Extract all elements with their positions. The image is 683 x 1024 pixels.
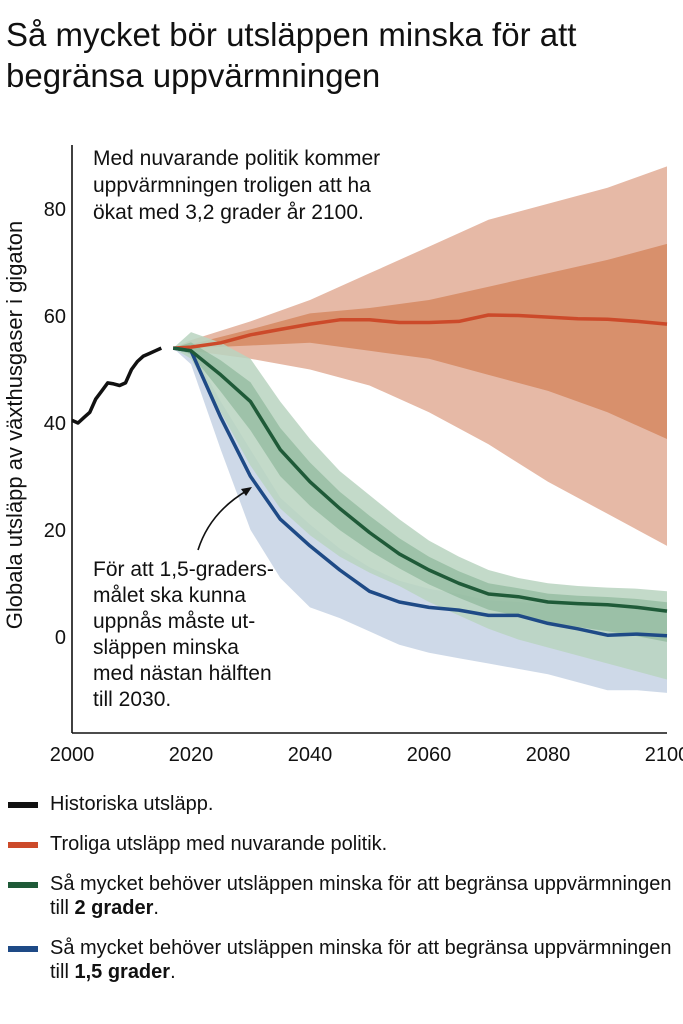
y-tick-label: 80 bbox=[44, 199, 66, 221]
axes bbox=[71, 145, 667, 734]
two-degree-band-inner bbox=[173, 342, 667, 642]
annotation-bottom: För att 1,5-graders- målet ska kunna upp… bbox=[93, 558, 274, 711]
annotation-bottom-line: till 2030. bbox=[93, 688, 171, 711]
x-tick-label: 2080 bbox=[526, 744, 571, 766]
y-tick-label: 20 bbox=[44, 520, 66, 542]
tick-labels: 200020202040206020802100020406080 bbox=[44, 199, 683, 766]
uncertainty-bands bbox=[173, 166, 667, 693]
x-tick-label: 2000 bbox=[50, 744, 95, 766]
annotation-top-line: uppvärmningen troligen att ha bbox=[93, 174, 371, 197]
series-lines bbox=[71, 313, 668, 638]
annotation-bottom-line: För att 1,5-graders- bbox=[93, 558, 274, 581]
chart-title: Så mycket bör utsläppen minska för att b… bbox=[6, 16, 577, 94]
onefive-line bbox=[172, 346, 668, 638]
y-tick-label: 40 bbox=[44, 413, 66, 435]
legend-swatch bbox=[8, 946, 38, 952]
legend-swatch bbox=[8, 842, 38, 848]
annotation-top-line: ökat med 3,2 grader år 2100. bbox=[93, 201, 364, 224]
legend-label: Så mycket behöver utsläppen minska för a… bbox=[50, 873, 672, 919]
annotation-bottom-line: uppnås måste ut- bbox=[93, 610, 255, 633]
x-tick-label: 2060 bbox=[407, 744, 452, 766]
chart-plot: 200020202040206020802100020406080 Global… bbox=[2, 145, 683, 766]
historical-line bbox=[71, 346, 163, 425]
annotation-top-line: Med nuvarande politik kommer bbox=[93, 147, 380, 170]
x-tick-label: 2100 bbox=[645, 744, 683, 766]
legend: Historiska utsläpp. Troliga utsläpp med n… bbox=[6, 792, 676, 1000]
annotation-arrowhead bbox=[241, 487, 252, 496]
policy-band-inner bbox=[173, 243, 667, 439]
two-degree-line bbox=[172, 346, 668, 613]
annotation-arrow bbox=[197, 489, 249, 551]
legend-item: Så mycket behöver utsläppen minska för a… bbox=[6, 872, 676, 920]
two-degree-band bbox=[173, 332, 667, 680]
y-axis-label: Globala utsläpp av växthusgaser i gigato… bbox=[2, 221, 27, 629]
legend-label: Historiska utsläpp. bbox=[50, 793, 214, 815]
legend-item: Historiska utsläpp. bbox=[6, 792, 676, 816]
legend-item: Troliga utsläpp med nuvarande politik. bbox=[6, 832, 676, 856]
annotation-bottom-line: släppen minska bbox=[93, 636, 239, 659]
x-tick-label: 2020 bbox=[169, 744, 214, 766]
x-tick-label: 2040 bbox=[288, 744, 333, 766]
legend-item: Så mycket behöver utsläppen minska för a… bbox=[6, 936, 676, 984]
legend-label: Troliga utsläpp med nuvarande politik. bbox=[50, 833, 388, 855]
legend-label: Så mycket behöver utsläppen minska för a… bbox=[50, 937, 672, 983]
policy-line bbox=[173, 313, 668, 350]
annotation-bottom-line: med nästan hälften bbox=[93, 662, 272, 685]
y-tick-label: 0 bbox=[55, 627, 66, 649]
annotation-bottom-line: målet ska kunna bbox=[93, 584, 246, 607]
annotation-top: Med nuvarande politik kommer uppvärmning… bbox=[93, 147, 380, 224]
legend-swatch bbox=[8, 802, 38, 808]
y-tick-label: 60 bbox=[44, 306, 66, 328]
legend-swatch bbox=[8, 882, 38, 888]
